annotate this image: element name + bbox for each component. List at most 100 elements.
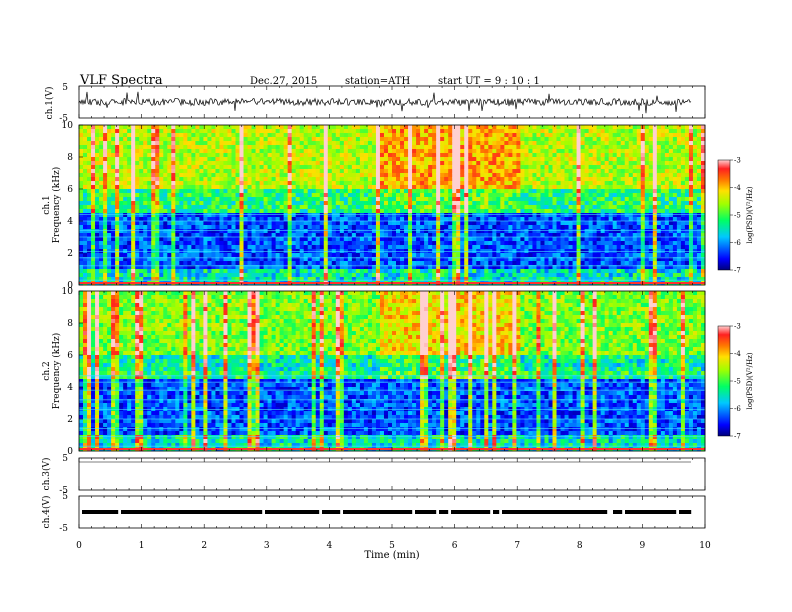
spectrogram-cell bbox=[91, 269, 96, 274]
spectrogram-cell bbox=[247, 205, 252, 210]
spectrogram-cell bbox=[271, 149, 277, 154]
spectrogram-cell bbox=[171, 169, 176, 174]
spectrogram-cell bbox=[363, 229, 369, 234]
spectrogram-cell bbox=[307, 241, 313, 246]
spectrogram-cell bbox=[263, 177, 268, 182]
spectrogram-cell bbox=[283, 209, 289, 214]
spectrogram-cell bbox=[315, 129, 321, 134]
spectrogram-cell bbox=[464, 205, 469, 210]
spectrogram-cell bbox=[516, 145, 521, 150]
spectrogram-cell bbox=[383, 209, 389, 214]
spectrogram-cell bbox=[496, 269, 501, 274]
spectrogram-cell bbox=[331, 257, 337, 262]
spectrogram-cell bbox=[251, 233, 256, 238]
spectrogram-cell bbox=[468, 181, 473, 186]
spectrogram-cell bbox=[235, 165, 240, 170]
spectrogram-cell bbox=[512, 129, 517, 134]
spectrogram-cell bbox=[307, 169, 313, 174]
spectrogram-cell bbox=[283, 205, 289, 210]
spectrogram-cell bbox=[219, 241, 224, 246]
spectrogram-cell bbox=[255, 157, 260, 162]
spectrogram-cell bbox=[400, 161, 405, 166]
spectrogram-cell bbox=[367, 229, 373, 234]
spectrogram-cell bbox=[532, 169, 537, 174]
spectrogram-cell bbox=[195, 265, 200, 270]
spectrogram-cell bbox=[219, 269, 224, 274]
spectrogram-cell bbox=[464, 209, 469, 214]
spectrogram-cell bbox=[484, 197, 489, 202]
spectrogram-cell bbox=[203, 213, 208, 218]
spectrogram-cell bbox=[139, 241, 144, 246]
spectrogram-cell bbox=[191, 209, 196, 214]
spectrogram-cell bbox=[383, 245, 389, 250]
spectrogram-cell bbox=[456, 193, 461, 198]
spectrogram-cell bbox=[504, 189, 509, 194]
spectrogram-cell bbox=[327, 137, 333, 142]
spectrogram-cell bbox=[528, 145, 533, 150]
spectrogram-cell bbox=[199, 169, 204, 174]
spectrogram-cell bbox=[343, 153, 349, 158]
spectrogram-cell bbox=[199, 277, 204, 282]
spectrogram-cell bbox=[500, 149, 505, 154]
spectrogram-cell bbox=[424, 229, 429, 234]
spectrogram-cell bbox=[484, 209, 489, 214]
spectrogram-cell bbox=[351, 149, 357, 154]
spectrogram-cell bbox=[343, 233, 349, 238]
spectrogram-cell bbox=[436, 137, 441, 142]
spectrogram-cell bbox=[103, 181, 108, 186]
spectrogram-cell bbox=[235, 189, 240, 194]
spectrogram-cell bbox=[299, 161, 305, 166]
spectrogram-cell bbox=[331, 241, 337, 246]
spectrogram-cell bbox=[363, 149, 369, 154]
spectrogram-cell bbox=[532, 257, 537, 262]
spectrogram-cell bbox=[155, 145, 160, 150]
spectrogram-cell bbox=[163, 137, 168, 142]
spectrogram-cell bbox=[319, 133, 325, 138]
spectrogram-cell bbox=[416, 189, 421, 194]
spectrogram-cell bbox=[375, 221, 381, 226]
spectrogram-cell bbox=[211, 213, 216, 218]
spectrogram-cell bbox=[359, 153, 365, 158]
spectrogram-cell bbox=[127, 189, 132, 194]
spectrogram-cell bbox=[544, 221, 549, 226]
spectrogram-cell bbox=[259, 237, 264, 242]
spectrogram-cell bbox=[540, 185, 545, 190]
spectrogram-cell bbox=[311, 169, 317, 174]
spectrogram-cell bbox=[508, 277, 513, 282]
spectrogram-cell bbox=[127, 229, 132, 234]
spectrogram-cell bbox=[199, 261, 204, 266]
spectrogram-cell bbox=[540, 221, 545, 226]
spectrogram-cell bbox=[159, 193, 164, 198]
spectrogram-cell bbox=[383, 265, 389, 270]
spectrogram-cell bbox=[163, 193, 168, 198]
spectrogram-cell bbox=[291, 129, 297, 134]
spectrogram-cell bbox=[540, 129, 545, 134]
spectrogram-cell bbox=[351, 233, 357, 238]
spectrogram-cell bbox=[187, 237, 192, 242]
spectrogram-cell bbox=[472, 201, 477, 206]
spectrogram-cell bbox=[203, 165, 208, 170]
spectrogram-cell bbox=[271, 181, 277, 186]
spectrogram-cell bbox=[127, 217, 132, 222]
spectrogram-cell bbox=[480, 237, 485, 242]
spectrogram-cell bbox=[464, 261, 469, 266]
spectrogram-cell bbox=[408, 201, 413, 206]
spectrogram-cell bbox=[387, 165, 393, 170]
spectrogram-cell bbox=[267, 145, 273, 150]
spectrogram-cell bbox=[263, 149, 268, 154]
spectrogram-cell bbox=[339, 233, 345, 238]
spectrogram-cell bbox=[480, 225, 485, 230]
spectrogram-cell bbox=[83, 237, 88, 242]
spectrogram-cell bbox=[540, 201, 545, 206]
spectrogram-cell bbox=[227, 177, 232, 182]
spectrogram-cell bbox=[315, 165, 321, 170]
spectrogram-cell bbox=[307, 129, 313, 134]
spectrogram-cell bbox=[432, 149, 437, 154]
spectrogram-cell bbox=[508, 197, 513, 202]
spectrogram-cell bbox=[315, 221, 321, 226]
spectrogram-cell bbox=[239, 141, 244, 146]
spectrogram-cell bbox=[227, 185, 232, 190]
spectrogram-cell bbox=[267, 277, 273, 282]
spectrogram-cell bbox=[131, 253, 136, 258]
